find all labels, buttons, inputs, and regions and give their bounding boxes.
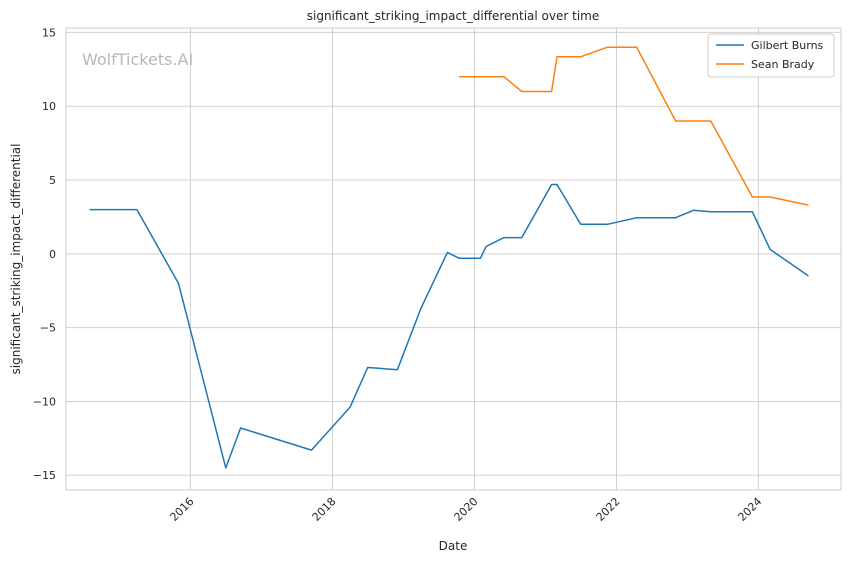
y-tick-label: −10 <box>33 395 56 408</box>
legend-label-gilbert-burns: Gilbert Burns <box>751 39 824 52</box>
series-lines <box>89 46 809 469</box>
x-axis-label: Date <box>439 539 468 553</box>
x-tick-label: 2024 <box>736 495 765 524</box>
plot-area: WolfTickets.AI <box>65 27 842 491</box>
series-line-gilbert-burns <box>89 183 809 469</box>
x-tick-label: 2020 <box>452 495 481 524</box>
y-tick-label: 15 <box>42 26 56 39</box>
series-line-sean-brady <box>459 46 809 206</box>
x-tick-label: 2022 <box>594 495 623 524</box>
y-tick-label: 5 <box>49 174 56 187</box>
y-axis-ticks: −15 −10 −5 0 5 10 15 <box>33 26 56 482</box>
legend-label-sean-brady: Sean Brady <box>751 58 815 71</box>
x-axis-ticks: 2016 2018 2020 2022 2024 <box>168 495 765 524</box>
chart-title: significant_striking_impact_differential… <box>307 9 599 23</box>
y-tick-label: −5 <box>40 322 56 335</box>
y-tick-label: 10 <box>42 100 56 113</box>
legend: Gilbert Burns Sean Brady <box>707 33 835 78</box>
x-tick-label: 2018 <box>310 495 339 524</box>
x-tick-label: 2016 <box>168 495 197 524</box>
grid-lines <box>66 28 841 490</box>
plot-frame <box>65 27 842 491</box>
watermark: WolfTickets.AI <box>82 50 193 69</box>
plot-background <box>66 28 841 490</box>
y-axis-label: significant_striking_impact_differential <box>9 144 23 375</box>
y-tick-label: 0 <box>49 248 56 261</box>
y-tick-label: −15 <box>33 469 56 482</box>
